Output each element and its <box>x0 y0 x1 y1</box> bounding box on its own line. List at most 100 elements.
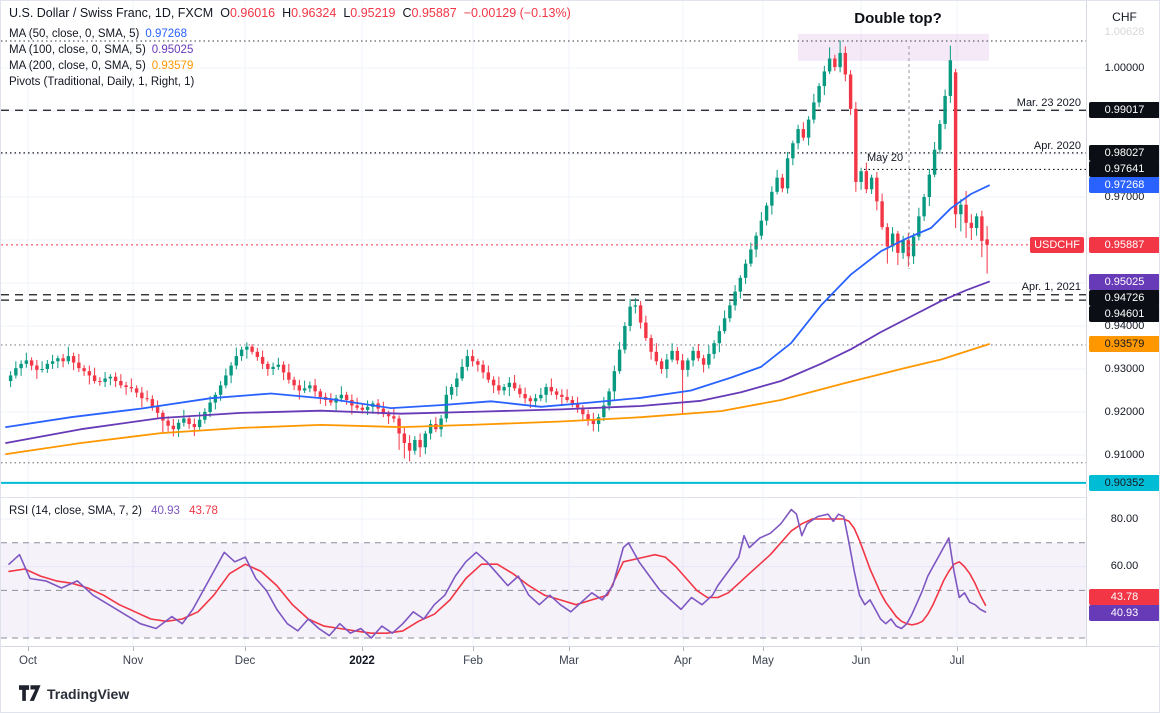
ma200-line[interactable] <box>5 343 990 456</box>
candle-body <box>98 381 102 383</box>
candle-body <box>554 391 559 395</box>
price-tick-label: 0.92000 <box>1104 405 1145 418</box>
indicator-row[interactable]: Pivots (Traditional, Daily, 1, Right, 1) <box>9 76 571 89</box>
candle-body <box>50 361 55 364</box>
candle-body <box>518 388 522 394</box>
candle-body <box>14 368 18 376</box>
rsi-legend-row[interactable]: RSI (14, close, SMA, 7, 2) 40.93 43.78 <box>9 505 218 517</box>
candle-body <box>460 366 464 379</box>
candle-body <box>455 378 459 388</box>
candle-body <box>533 398 538 402</box>
time-axis-label: Jul <box>949 655 965 667</box>
candle-body <box>665 359 669 369</box>
candle-body <box>654 351 659 362</box>
indicator-label: MA (100, close, 0, SMA, 5) <box>9 43 146 56</box>
symbol-title[interactable]: U.S. Dollar / Swiss Franc, 1D, FXCM <box>9 6 214 20</box>
candle-body <box>491 379 496 386</box>
candle-body <box>575 403 580 408</box>
candle-body <box>890 233 895 247</box>
candle-body <box>922 197 926 217</box>
ma100-line[interactable] <box>5 280 990 444</box>
chart-canvas[interactable] <box>1 1 1086 646</box>
candle-body <box>717 331 722 344</box>
candle-body <box>145 398 149 400</box>
candle-body <box>607 391 611 406</box>
ma50-line[interactable] <box>5 184 990 429</box>
candle-body <box>581 407 585 415</box>
candlestick-series[interactable] <box>8 40 989 462</box>
rsi-line[interactable] <box>8 508 987 639</box>
candle-body <box>586 414 590 420</box>
candle-body <box>680 360 685 370</box>
candle-body <box>980 216 984 241</box>
candle-body <box>66 356 71 362</box>
candle-body <box>171 425 176 430</box>
candle-body <box>407 442 412 451</box>
indicator-row[interactable]: MA (50, close, 0, SMA, 5) 0.97268 <box>9 28 571 41</box>
candle-body <box>329 399 333 403</box>
candle-body <box>418 439 422 448</box>
price-tick-label: 0.91000 <box>1104 448 1145 461</box>
indicator-legend-rows: MA (50, close, 0, SMA, 5) 0.97268 MA (100,… <box>9 28 571 89</box>
candle-body <box>801 129 806 138</box>
candle-body <box>413 439 417 451</box>
tradingview-logo[interactable]: TradingView <box>19 685 129 702</box>
candle-body <box>276 364 281 367</box>
rsi-value-badge: 43.78 <box>1089 589 1159 605</box>
candle-body <box>728 305 732 319</box>
candle-body <box>938 123 942 150</box>
high-label: H <box>282 6 292 20</box>
pane-divider[interactable] <box>1 497 1159 498</box>
level-date-label[interactable]: May 20 <box>867 152 904 164</box>
candle-body <box>365 406 370 410</box>
time-axis-label: Oct <box>19 655 37 667</box>
candle-body <box>927 174 932 197</box>
candle-body <box>675 350 680 361</box>
time-axis-tick <box>861 647 862 651</box>
rsi-ma-line[interactable] <box>8 518 987 635</box>
candle-body <box>239 349 244 357</box>
open-label: O <box>220 6 230 20</box>
candle-body <box>864 171 869 190</box>
candle-body <box>423 433 428 448</box>
candle-body <box>103 378 107 382</box>
candle-body <box>61 358 65 362</box>
candle-body <box>749 249 753 264</box>
level-date-label[interactable]: Mar. 23 2020 <box>1016 97 1081 109</box>
symbol-title-row[interactable]: U.S. Dollar / Swiss Franc, 1D, FXCM O0.96… <box>9 7 571 20</box>
level-date-label[interactable]: Apr. 2020 <box>1033 140 1081 152</box>
candle-body <box>87 371 92 376</box>
price-scale[interactable]: CHF 1.00628 1.00000 0.97000 0.94000 0.93000… <box>1086 1 1159 646</box>
candle-body <box>880 201 884 228</box>
candle-body <box>854 108 858 182</box>
candle-body <box>45 363 50 369</box>
candle-body <box>92 375 97 382</box>
candle-body <box>161 412 165 421</box>
time-axis-tick <box>245 647 246 651</box>
price-tick-label: 1.00000 <box>1104 61 1145 74</box>
chart-pane[interactable]: U.S. Dollar / Swiss Franc, 1D, FXCM O0.96… <box>1 1 1159 679</box>
level-date-label[interactable]: Apr. 1, 2021 <box>1021 281 1081 293</box>
candle-body <box>497 385 501 391</box>
candle-body <box>875 177 879 202</box>
candle-body <box>82 368 86 372</box>
candle-body <box>308 385 312 389</box>
candle-body <box>623 326 627 350</box>
time-axis[interactable]: Oct Nov Dec 2022 Feb Mar Apr May Jun Jul <box>1 646 1159 679</box>
time-axis-label: 2022 <box>349 655 375 667</box>
time-axis-tick <box>473 647 474 651</box>
candle-body <box>785 158 790 189</box>
rsi-ma-value: 43.78 <box>189 505 218 517</box>
candle-body <box>40 369 44 370</box>
double-top-highlight-box[interactable] <box>798 33 989 61</box>
price-level-badge: 0.93579 <box>1089 336 1159 353</box>
indicator-row[interactable]: MA (200, close, 0, SMA, 5) 0.93579 <box>9 59 571 73</box>
indicator-row[interactable]: MA (100, close, 0, SMA, 5) 0.95025 <box>9 43 571 57</box>
double-top-annotation[interactable]: Double top? <box>854 10 942 27</box>
candle-body <box>392 416 396 419</box>
candle-body <box>906 240 911 257</box>
candle-body <box>733 291 737 306</box>
candle-body <box>260 356 265 364</box>
indicator-value: 0.93579 <box>151 59 194 72</box>
candle-body <box>712 343 716 354</box>
